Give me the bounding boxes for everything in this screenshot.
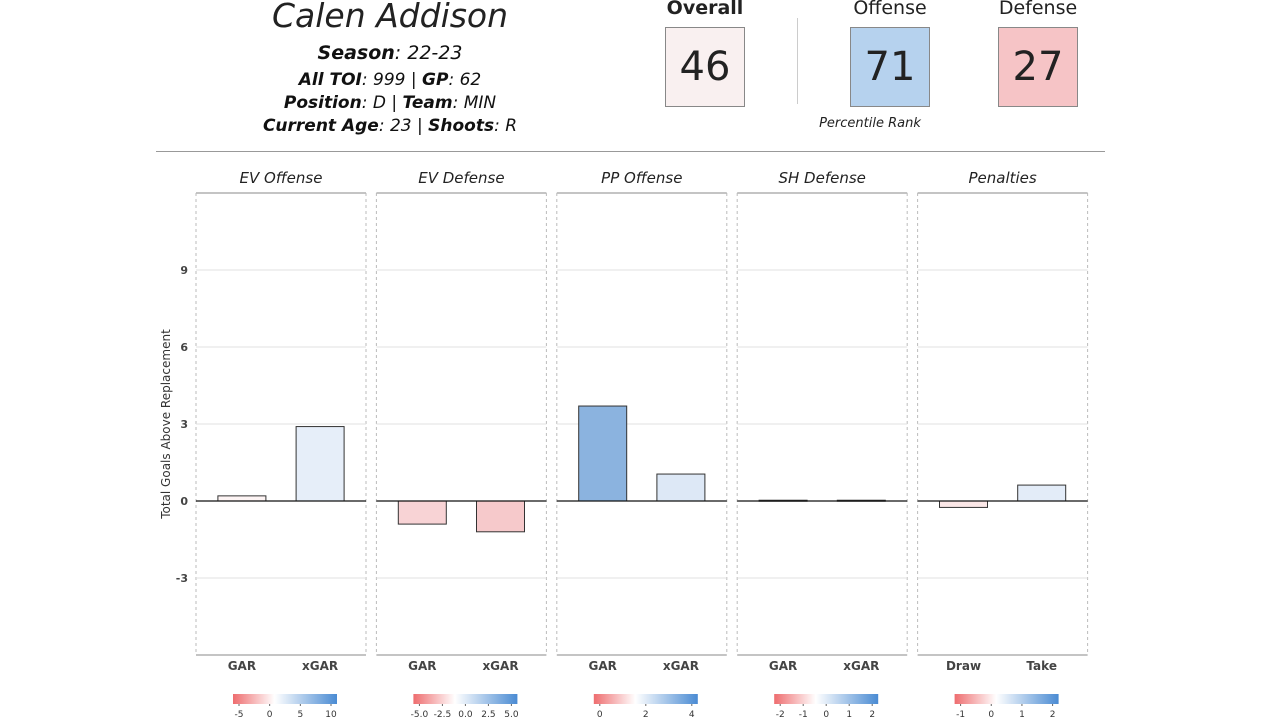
header-rule bbox=[156, 151, 1105, 152]
legend-tick-label: 2 bbox=[643, 710, 649, 720]
y-tick-label: 9 bbox=[180, 264, 188, 277]
x-tick-label: xGAR bbox=[302, 659, 338, 673]
position-value: D bbox=[372, 93, 386, 113]
legend-tick-label: 2 bbox=[1050, 710, 1056, 720]
y-tick-label: -3 bbox=[176, 572, 188, 585]
x-tick-label: Take bbox=[1026, 659, 1057, 673]
x-tick-label: xGAR bbox=[482, 659, 518, 673]
toi-line: All TOI: 999 | GP: 62 bbox=[298, 70, 482, 90]
panel-pp-offense: PP Offense GAR xGAR 0 2 4 bbox=[556, 169, 728, 720]
legend-tick-label: -2 bbox=[776, 710, 785, 720]
panel-title: SH Defense bbox=[778, 169, 865, 187]
legend-tick-label: 4 bbox=[689, 710, 695, 720]
toi-value: 999 bbox=[373, 70, 406, 90]
overall-score: 46 bbox=[665, 27, 745, 107]
legend-tick-label: 0 bbox=[823, 710, 829, 720]
panel-ev-offense: EV Offense GAR xGAR -5 0 5 10 bbox=[195, 169, 367, 720]
season-label: Season bbox=[317, 42, 395, 64]
legend-tick-label: 2 bbox=[869, 710, 875, 720]
defense-score: 27 bbox=[998, 27, 1078, 107]
bar-draw bbox=[939, 500, 988, 508]
x-tick-label: Draw bbox=[946, 659, 981, 673]
x-tick-label: GAR bbox=[589, 659, 617, 673]
offense-label: Offense bbox=[853, 0, 927, 19]
bar-xgar bbox=[476, 500, 525, 533]
color-legend-bar bbox=[954, 694, 1059, 704]
legend-tick-label: 5 bbox=[297, 710, 303, 720]
legend-tick-label: 0 bbox=[988, 710, 994, 720]
panel-ev-defense: EV Defense GAR xGAR -5.0 -2.5 0.0 2.5 5.0 bbox=[375, 169, 547, 720]
y-tick-label: 6 bbox=[180, 341, 188, 354]
defense-label: Defense bbox=[998, 0, 1078, 19]
panel-title: PP Offense bbox=[601, 169, 682, 187]
panel-title: EV Offense bbox=[240, 169, 323, 187]
bar-gar bbox=[578, 405, 628, 502]
x-tick-label: xGAR bbox=[663, 659, 699, 673]
shoots-value: R bbox=[505, 116, 518, 136]
x-tick-label: GAR bbox=[228, 659, 256, 673]
legend-tick-label: 0 bbox=[597, 710, 603, 720]
bar-xgar bbox=[295, 426, 345, 502]
bar-take bbox=[1017, 484, 1067, 502]
legend-tick-label: 1 bbox=[846, 710, 852, 720]
panel-title: EV Defense bbox=[418, 169, 504, 187]
age-value: 23 bbox=[389, 116, 412, 136]
gp-label: GP bbox=[422, 70, 449, 90]
team-label: Team bbox=[402, 93, 453, 113]
color-legend-bar bbox=[413, 694, 518, 704]
panel-penalties: Penalties Draw Take -1 0 1 2 bbox=[917, 169, 1089, 720]
position-line: Position: D | Team: MIN bbox=[283, 93, 497, 113]
season-value: 22-23 bbox=[407, 42, 463, 64]
player-name: Calen Addison bbox=[271, 0, 509, 35]
y-tick-label: 0 bbox=[180, 495, 188, 508]
y-tick-label: 3 bbox=[180, 418, 188, 431]
shoots-label: Shoots bbox=[428, 116, 495, 136]
x-tick-label: GAR bbox=[769, 659, 797, 673]
bar-gar bbox=[397, 500, 447, 525]
legend-tick-label: 2.5 bbox=[481, 710, 495, 720]
bar-xgar bbox=[656, 473, 706, 502]
position-label: Position bbox=[283, 93, 362, 113]
legend-tick-label: -5.0 bbox=[411, 710, 429, 720]
legend-tick-label: 5.0 bbox=[504, 710, 519, 720]
legend-tick-label: -5 bbox=[235, 710, 244, 720]
season-line: Season: 22-23 bbox=[317, 42, 463, 64]
legend-tick-label: -2.5 bbox=[434, 710, 452, 720]
color-legend-bar bbox=[593, 694, 698, 704]
legend-tick-label: 0 bbox=[267, 710, 273, 720]
overall-label: Overall bbox=[666, 0, 744, 19]
color-legend-bar bbox=[233, 694, 337, 704]
legend-tick-label: 0.0 bbox=[458, 710, 473, 720]
legend-tick-label: 1 bbox=[1019, 710, 1025, 720]
legend-tick-label: -1 bbox=[956, 710, 965, 720]
team-value: MIN bbox=[463, 93, 497, 113]
offense-score: 71 bbox=[850, 27, 930, 107]
summary-divider bbox=[797, 18, 798, 104]
bar-gar bbox=[217, 495, 267, 502]
legend-tick-label: -1 bbox=[799, 710, 808, 720]
legend-tick-label: 10 bbox=[325, 710, 337, 720]
gp-value: 62 bbox=[459, 70, 482, 90]
color-legend-bar bbox=[774, 694, 879, 704]
x-tick-label: GAR bbox=[408, 659, 436, 673]
panel-sh-defense: SH Defense GAR xGAR -2 -1 0 1 2 bbox=[736, 169, 908, 720]
age-line: Current Age: 23 | Shoots: R bbox=[262, 116, 518, 136]
age-label: Current Age bbox=[262, 116, 379, 136]
panel-title: Penalties bbox=[968, 169, 1036, 187]
percentile-rank-label: Percentile Rank bbox=[819, 116, 921, 131]
toi-label: All TOI bbox=[298, 70, 362, 90]
x-tick-label: xGAR bbox=[843, 659, 879, 673]
y-axis-label: Total Goals Above Replacement bbox=[159, 329, 173, 520]
